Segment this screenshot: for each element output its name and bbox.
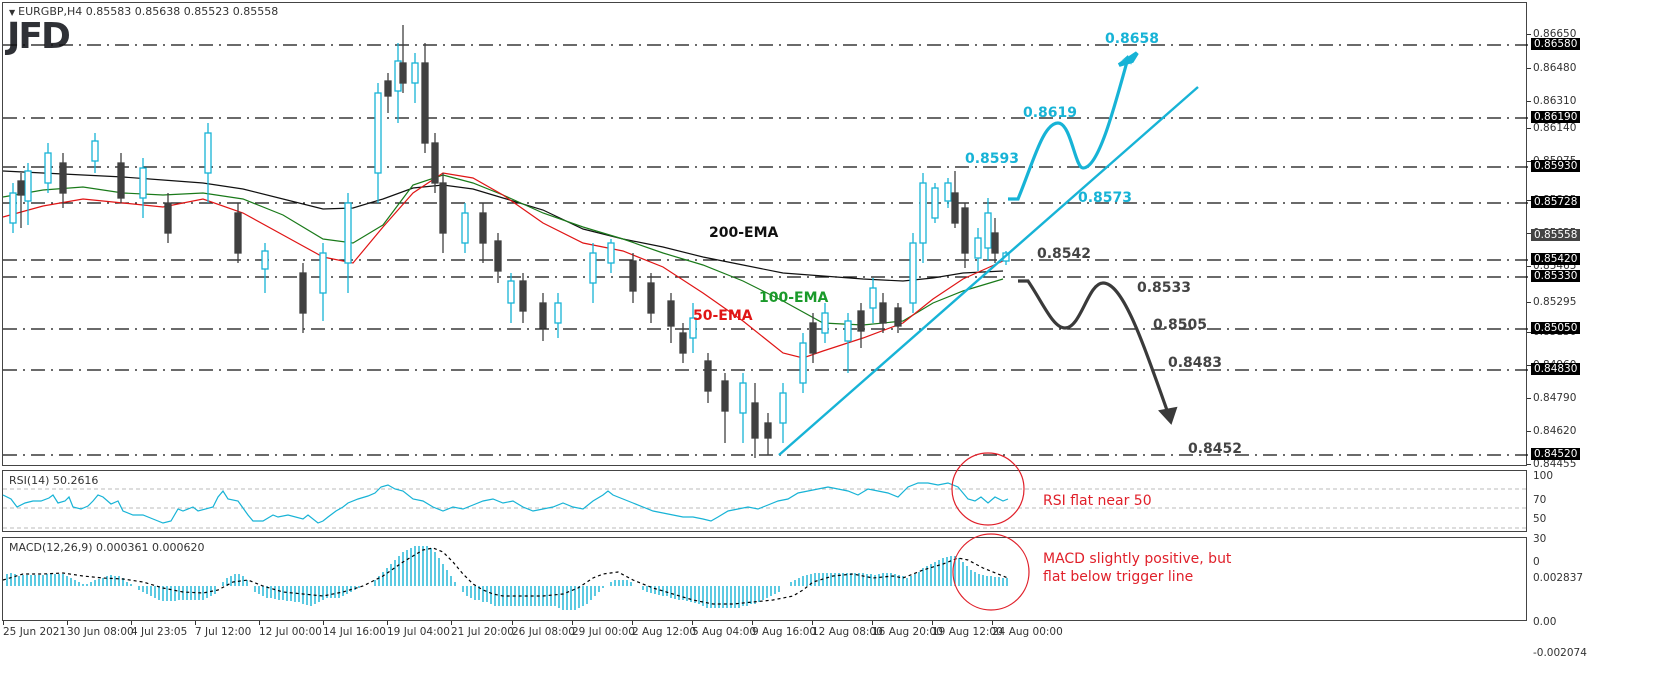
level-tag: 0.86190 [1531,111,1581,123]
macd-note-line-2: flat below trigger line [1043,569,1194,585]
rsi-line [2,482,1009,524]
collapse-triangle-icon[interactable]: ▼ [9,8,16,17]
symbol-header: ▼ EURGBP,H4 0.85583 0.85638 0.85523 0.855… [9,5,278,18]
rsi-panel[interactable]: RSI(14) 50.2616 RSI flat near 50 [2,452,1528,532]
rsi-tick: 30 [1533,533,1547,545]
level-tag: 0.85930 [1531,160,1581,172]
ema50-line [2,172,1004,359]
current-price-tag: 0.85558 [1531,229,1581,241]
time-tick: 2 Aug 12:00 [632,621,697,638]
bear-level-0-8542: 0.8542 [1037,246,1092,262]
rsi-highlight-circle [951,452,1025,526]
time-axis[interactable]: 25 Jun 2021 30 Jun 08:00 4 Jul 23:05 7 J… [0,621,1527,639]
price-axis[interactable]: 0.86650 0.86480 0.86310 0.86140 0.85975 … [1526,0,1655,680]
symbol-ohlc-text: EURGBP,H4 0.85583 0.85638 0.85523 0.8555… [18,5,279,18]
time-tick: 16 Aug 20:00 [872,621,943,638]
time-tick: 30 Jun 08:00 [67,621,134,638]
level-tag: 0.84830 [1531,363,1581,375]
time-tick: 19 Aug 12:00 [932,621,1003,638]
level-tag: 0.86580 [1531,38,1581,50]
level-tag: 0.85420 [1531,253,1581,265]
time-tick: 4 Jul 23:05 [131,621,188,638]
time-tick: 12 Aug 08:00 [812,621,883,638]
price-tick: 0.85295 [1526,296,1577,308]
price-chart-svg [2,25,1528,458]
level-tag: 0.84520 [1531,448,1581,460]
rsi-title: RSI(14) 50.2616 [9,474,99,487]
ascending-trendline [778,86,1199,456]
bull-level-0-8573: 0.8573 [1078,190,1133,206]
bull-level-0-8619: 0.8619 [1023,105,1078,121]
price-tick: 0.84790 [1526,392,1577,404]
rsi-chart-svg [2,482,1528,529]
time-tick: 14 Jul 16:00 [323,621,386,638]
rsi-tick: 70 [1533,494,1547,506]
macd-note: MACD slightly positive, but flat below t… [1043,550,1231,586]
rsi-note: RSI flat near 50 [1043,493,1152,509]
candles [9,25,1010,458]
level-tag: 0.85330 [1531,270,1581,282]
macd-tick: -0.002074 [1533,647,1587,659]
macd-tick: 0.00 [1533,616,1557,628]
time-tick: 21 Jul 20:00 [451,621,514,638]
bear-level-0-8533: 0.8533 [1137,280,1192,296]
rsi-tick: 50 [1533,513,1547,525]
horizontal-levels [3,44,1528,456]
level-tag: 0.85050 [1531,322,1581,334]
bear-level-0-8452: 0.8452 [1188,441,1243,457]
time-tick: 26 Jul 08:00 [512,621,575,638]
bull-level-0-8593: 0.8593 [965,151,1020,167]
macd-highlight-circle [952,533,1030,611]
price-tick: 0.84620 [1526,425,1577,437]
ema100-line [2,174,1004,326]
time-tick: 24 Aug 00:00 [992,621,1063,638]
price-chart-panel[interactable]: ▼ EURGBP,H4 0.85583 0.85638 0.85523 0.855… [2,2,1528,466]
time-tick: 7 Jul 12:00 [195,621,252,638]
macd-panel[interactable]: MACD(12,26,9) 0.000361 0.000620 [2,533,1527,621]
macd-title: MACD(12,26,9) 0.000361 0.000620 [9,541,205,554]
time-tick: 9 Aug 16:00 [752,621,817,638]
ema200-line [2,170,1004,282]
ema100-label: 100-EMA [759,290,829,306]
time-tick: 25 Jun 2021 [3,621,67,638]
time-tick: 12 Jul 00:00 [259,621,322,638]
bull-level-0-8658: 0.8658 [1105,31,1160,47]
bearish-arrowhead [1158,406,1178,425]
bullish-scenario-path [1008,57,1130,201]
bear-level-0-8505: 0.8505 [1153,317,1208,333]
price-tick: 0.86140 [1526,122,1577,134]
level-tag: 0.85728 [1531,196,1581,208]
rsi-tick: 100 [1533,470,1554,482]
price-tick: 0.84455 [1526,458,1577,470]
bear-level-0-8483: 0.8483 [1168,355,1223,371]
macd-note-line-1: MACD slightly positive, but [1043,551,1232,567]
jfd-logo: JFD [7,16,71,57]
time-tick: 29 Jul 00:00 [572,621,635,638]
macd-chart-svg [2,546,1009,610]
macd-tick: 0.002837 [1533,572,1584,584]
time-tick: 5 Aug 04:00 [692,621,757,638]
macd-signal-line [2,547,1009,605]
rsi-tick: 0 [1533,556,1540,568]
price-tick: 0.86480 [1526,62,1577,74]
time-tick: 19 Jul 04:00 [387,621,450,638]
price-tick: 0.86310 [1526,95,1577,107]
bearish-scenario-path [1018,279,1170,414]
ema200-label: 200-EMA [709,225,779,241]
ema50-label: 50-EMA [693,308,753,324]
price-tick: 0.86650 [1526,28,1577,40]
